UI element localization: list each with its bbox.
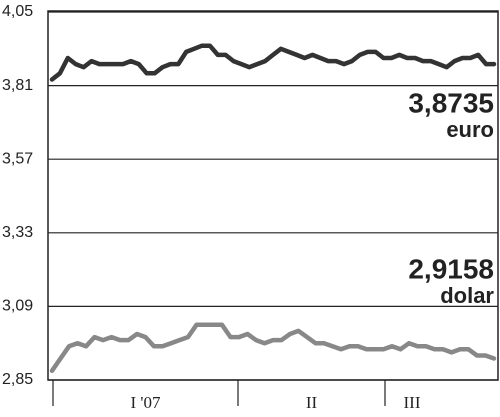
y-tick-label: 3,81 — [2, 77, 33, 94]
x-tick-label: III — [404, 393, 421, 412]
value-label: 3,8735 — [408, 87, 494, 118]
series-name: euro — [446, 117, 494, 142]
y-tick-label: 3,57 — [2, 150, 33, 167]
x-tick-label: II — [306, 393, 318, 412]
line — [49, 322, 497, 374]
y-tick-label: 2,85 — [2, 371, 33, 388]
value-label: 2,9158 — [408, 253, 494, 284]
y-tick-label: 4,05 — [2, 3, 33, 20]
line — [49, 43, 497, 82]
y-tick-label: 3,33 — [2, 224, 33, 241]
y-tick-label: 3,09 — [2, 298, 33, 315]
x-tick-label: I '07 — [131, 393, 161, 412]
series-name: dolar — [440, 283, 494, 308]
